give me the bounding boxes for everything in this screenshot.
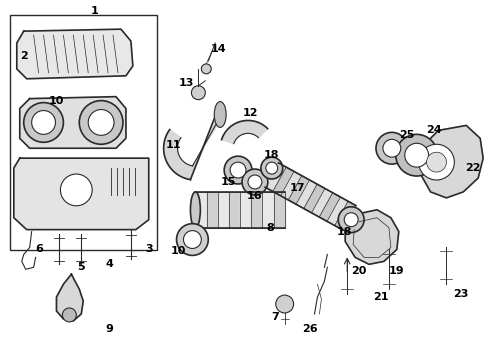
Text: 20: 20 [351, 266, 367, 276]
Polygon shape [229, 192, 240, 228]
Circle shape [344, 213, 358, 227]
Circle shape [230, 162, 246, 178]
Circle shape [79, 100, 123, 144]
Text: 23: 23 [453, 289, 468, 299]
Text: 19: 19 [389, 266, 405, 276]
Text: 22: 22 [466, 163, 481, 173]
Polygon shape [218, 192, 229, 228]
Polygon shape [251, 192, 262, 228]
Text: 18: 18 [337, 226, 352, 237]
Text: 6: 6 [36, 244, 44, 255]
Text: 8: 8 [266, 222, 274, 233]
Circle shape [383, 139, 401, 157]
Circle shape [242, 169, 268, 195]
Text: 16: 16 [247, 191, 263, 201]
Circle shape [396, 134, 438, 176]
Circle shape [32, 111, 55, 134]
Polygon shape [319, 193, 341, 221]
Polygon shape [335, 201, 356, 230]
Circle shape [266, 162, 278, 174]
Circle shape [176, 224, 208, 255]
Circle shape [405, 143, 429, 167]
Text: 9: 9 [105, 324, 113, 334]
Text: 10: 10 [49, 96, 64, 105]
Circle shape [224, 156, 252, 184]
Circle shape [60, 174, 92, 206]
Polygon shape [345, 210, 399, 264]
Text: 13: 13 [179, 78, 194, 88]
Polygon shape [221, 121, 268, 144]
Text: 11: 11 [166, 140, 181, 150]
Polygon shape [164, 130, 193, 180]
Circle shape [62, 308, 76, 322]
Polygon shape [296, 180, 317, 208]
Circle shape [88, 109, 114, 135]
Polygon shape [312, 189, 333, 217]
Text: 24: 24 [426, 125, 441, 135]
Text: 12: 12 [242, 108, 258, 117]
Text: 26: 26 [302, 324, 318, 334]
Text: 4: 4 [105, 259, 113, 269]
Text: 1: 1 [90, 6, 98, 16]
Polygon shape [262, 192, 273, 228]
Circle shape [427, 152, 446, 172]
Circle shape [248, 175, 262, 189]
Circle shape [183, 231, 201, 248]
Polygon shape [56, 274, 83, 321]
Polygon shape [304, 184, 325, 213]
Polygon shape [196, 192, 207, 228]
Circle shape [376, 132, 408, 164]
Polygon shape [273, 167, 294, 196]
Ellipse shape [214, 102, 226, 127]
Text: 15: 15 [220, 177, 236, 187]
Polygon shape [273, 192, 285, 228]
Text: 2: 2 [20, 51, 27, 61]
Text: 10: 10 [171, 247, 186, 256]
Polygon shape [240, 192, 251, 228]
Text: 21: 21 [373, 292, 389, 302]
Text: 7: 7 [271, 312, 279, 322]
Circle shape [201, 64, 211, 74]
Polygon shape [327, 197, 348, 226]
Polygon shape [17, 29, 133, 79]
Bar [10, 15, 157, 251]
Circle shape [24, 103, 63, 142]
Text: 17: 17 [290, 183, 305, 193]
Text: 18: 18 [264, 150, 279, 160]
Circle shape [418, 144, 454, 180]
Polygon shape [207, 192, 218, 228]
Text: 25: 25 [399, 130, 415, 140]
Text: 14: 14 [210, 44, 226, 54]
Circle shape [192, 86, 205, 100]
Circle shape [261, 157, 283, 179]
Polygon shape [288, 176, 310, 204]
Polygon shape [191, 109, 220, 180]
Text: 5: 5 [77, 262, 85, 272]
Polygon shape [420, 125, 483, 198]
Polygon shape [20, 96, 126, 148]
Polygon shape [265, 163, 286, 192]
Text: 3: 3 [145, 244, 152, 255]
Ellipse shape [191, 192, 200, 228]
Polygon shape [281, 171, 302, 200]
Circle shape [276, 295, 294, 313]
Circle shape [338, 207, 364, 233]
Polygon shape [14, 158, 149, 230]
